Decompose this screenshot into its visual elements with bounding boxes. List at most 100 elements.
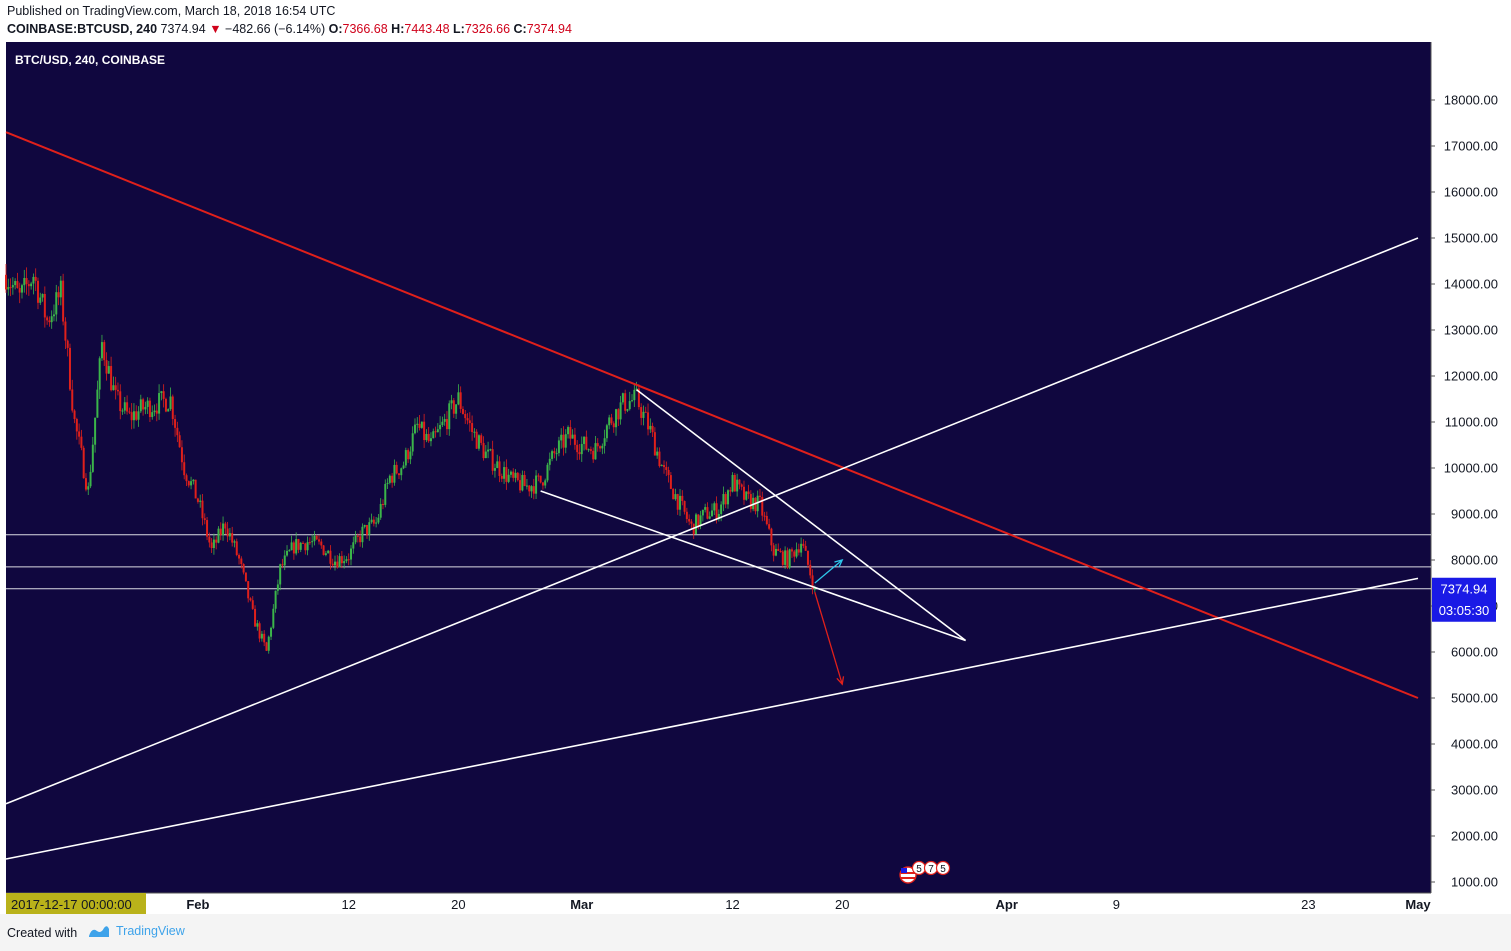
candle-body (256, 623, 259, 627)
candle-body (434, 431, 437, 433)
candle-body (112, 385, 115, 391)
price-tick-label: 1000.00 (1451, 875, 1498, 890)
price-tick-label: 13000.00 (1444, 323, 1498, 338)
event-count-label: 5 (940, 864, 946, 875)
candle-body (251, 600, 254, 609)
candle-body (450, 400, 453, 404)
candle-body (203, 518, 206, 521)
candle-body (121, 410, 124, 412)
price-axis[interactable] (1431, 42, 1511, 914)
candle-body (107, 366, 110, 374)
created-with-label: Created with (7, 926, 78, 940)
candle-body (123, 402, 126, 411)
candle-body (416, 423, 419, 425)
candle-body (445, 419, 448, 430)
candle-body (158, 393, 161, 414)
candle-body (423, 421, 426, 441)
candle-body (571, 434, 574, 439)
candle-body (139, 399, 142, 412)
candle-body (432, 431, 435, 439)
candle-body (493, 468, 496, 471)
candle-body (313, 535, 316, 542)
candle-body (395, 464, 398, 474)
candle-body (427, 433, 430, 442)
candle-body (324, 553, 327, 555)
candle-body (98, 358, 101, 390)
candle-body (461, 408, 464, 414)
candle-body (370, 519, 373, 523)
candle-body (633, 389, 636, 401)
candle-body (180, 447, 183, 463)
candle-body (649, 425, 652, 430)
candle-body (772, 545, 775, 556)
chart-header: Published on TradingView.com, March 18, … (0, 0, 1511, 42)
candle-body (615, 409, 618, 428)
candle-body (272, 608, 275, 628)
candle-body (36, 280, 39, 303)
candle-body (697, 514, 700, 527)
chart-title: BTC/USD, 240, COINBASE (15, 53, 165, 67)
time-axis[interactable] (6, 893, 1431, 914)
time-tick-label: Apr (996, 897, 1018, 912)
candle-body (605, 425, 608, 439)
candle-body (720, 504, 723, 515)
price-tick-label: 8000.00 (1451, 553, 1498, 568)
candle-body (183, 462, 186, 476)
candle-body (100, 342, 103, 359)
candle-body (592, 450, 595, 460)
candle-body (208, 536, 211, 543)
candle-body (32, 276, 35, 284)
candle-body (813, 588, 816, 590)
candle-body (793, 551, 796, 557)
candle-body (14, 281, 17, 286)
candle-body (137, 411, 140, 420)
candle-body (375, 522, 378, 524)
candle-body (126, 402, 129, 412)
candle-body (809, 564, 812, 576)
candle-body (110, 366, 113, 391)
candle-body (404, 450, 407, 466)
price-tick-label: 18000.00 (1444, 93, 1498, 108)
candle-body (756, 495, 759, 512)
candle-body (795, 549, 798, 557)
candle-body (350, 548, 353, 560)
candle-body (171, 396, 174, 420)
candle-body (87, 486, 90, 490)
candle-body (781, 551, 784, 565)
candle-body (635, 388, 638, 390)
candle-body (393, 464, 396, 483)
candle-body (254, 608, 257, 627)
candle-body (286, 550, 289, 556)
candle-body (55, 292, 58, 315)
candle-body (560, 434, 563, 441)
candle-body (64, 321, 67, 341)
us-flag-stripe-icon (901, 872, 915, 874)
candle-body (779, 550, 782, 552)
tradingview-brand[interactable]: TradingView (88, 924, 185, 938)
candle-body (706, 507, 709, 519)
time-cursor-badge (6, 893, 146, 914)
candle-body (146, 400, 149, 407)
candle-body (466, 418, 469, 421)
candle-body (519, 480, 522, 491)
candle-body (551, 451, 554, 459)
candle-body (94, 417, 97, 445)
candle-body (601, 445, 604, 449)
price-tick-label: 15000.00 (1444, 231, 1498, 246)
candle-body (576, 444, 579, 453)
candle-body (82, 447, 85, 479)
event-count-label: 5 (916, 864, 922, 875)
candle-body (777, 548, 780, 551)
time-tick-label: 12 (341, 897, 355, 912)
candle-body (544, 480, 547, 486)
price-tick-label: 11000.00 (1445, 415, 1498, 430)
price-chart[interactable]: BTC/USD, 240, COINBASE 18000.00 17000.00 1… (0, 0, 1511, 914)
plot-area[interactable] (6, 42, 1431, 914)
candle-countdown: 03:05:30 (1439, 603, 1490, 618)
candle-body (148, 400, 151, 418)
candle-body (489, 449, 492, 451)
time-tick-label: 23 (1301, 897, 1315, 912)
candle-body (16, 281, 19, 289)
candle-body (68, 347, 71, 390)
price-tick-label: 3000.00 (1451, 783, 1498, 798)
